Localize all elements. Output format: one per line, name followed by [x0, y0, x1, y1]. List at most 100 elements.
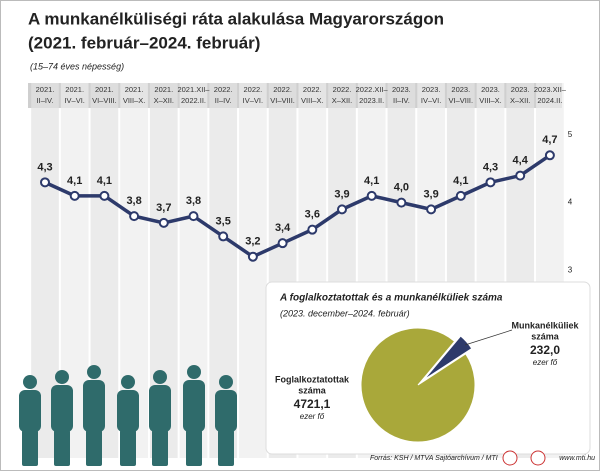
silhouettes: [19, 365, 237, 466]
chart-title: A munkanélküliségi ráta alakulása Magyar…: [28, 9, 444, 28]
silhouette-head: [153, 370, 167, 384]
silhouette-head: [55, 370, 69, 384]
silhouette-legs: [120, 430, 136, 466]
source: Forrás: KSH / MTVA Sajtóarchívum / MTI: [370, 455, 498, 462]
x-tick-label: 2022.: [333, 85, 352, 94]
x-tick-label: 2021.: [36, 85, 55, 94]
x-tick-label: II–IV.: [215, 96, 232, 105]
x-tick-label: II–IV.: [393, 96, 410, 105]
leader: [464, 329, 513, 346]
value-label: 3,6: [305, 209, 320, 221]
x-tick-label: 2023.II.: [359, 96, 384, 105]
x-tick-label: 2024.II.: [537, 96, 562, 105]
value-label: 4,1: [97, 175, 112, 187]
x-tick-label: 2022.: [214, 85, 233, 94]
column-stripe: [239, 83, 267, 458]
pie-value: 4721,1: [294, 397, 331, 411]
x-tick-label: VIII–X.: [123, 96, 146, 105]
x-tick-label: 2023.: [481, 85, 500, 94]
x-tick-label: 2022.: [303, 85, 322, 94]
y-tick-label: 4: [568, 198, 573, 207]
x-tick-label: 2021.: [65, 85, 84, 94]
marker: [485, 177, 496, 188]
pie-value: 232,0: [530, 343, 560, 357]
logo: [530, 450, 546, 466]
marker: [40, 177, 50, 188]
x-tick-label: VI–VIII.: [270, 96, 295, 105]
value-label: 4,1: [364, 175, 379, 187]
x-tick-label: II–IV.: [37, 96, 54, 105]
value-label: 4,3: [483, 161, 498, 173]
marker: [426, 204, 437, 215]
value-label: 3,4: [275, 222, 291, 234]
x-tick-label: IV–VI.: [243, 96, 263, 105]
pie-slice: [423, 335, 473, 381]
plot: 3 4 5 4,3 4,1 4,1 3,8 3,7 3,8 3,5 3,2 3,4 3,6 3,9 4,1 4…: [37, 130, 572, 274]
silhouette-legs: [22, 430, 38, 466]
silhouette-body: [215, 390, 237, 432]
silhouette-head: [23, 375, 37, 389]
value-label: 4,7: [542, 134, 557, 146]
x-tick-label: 2023.: [422, 85, 441, 94]
x-tick-label: IV–VI.: [64, 96, 84, 105]
pie-label: Foglalkoztatottak: [275, 374, 350, 384]
marker: [337, 204, 347, 215]
x-tick-label: 2023.: [451, 85, 470, 94]
silhouette-body: [51, 385, 73, 432]
x-tick-label: 2023.: [511, 85, 530, 94]
marker: [218, 231, 229, 242]
x-tick-label: 2021.: [154, 85, 173, 94]
value-label: 3,9: [423, 188, 438, 200]
value-label: 3,9: [334, 188, 349, 200]
pie-unit: ezer fő: [533, 358, 558, 367]
x-tick-label: VI–VIII.: [448, 96, 473, 105]
y-tick-label: 3: [568, 265, 573, 274]
x-tick-label: VI–VIII.: [92, 96, 117, 105]
marker: [188, 211, 199, 222]
x-tick-label: 2021.: [125, 85, 144, 94]
marker: [129, 211, 140, 222]
x-tick-label: 2021.XII–: [177, 85, 210, 94]
marker: [158, 217, 169, 228]
silhouette-body: [149, 385, 171, 432]
silhouette-head: [121, 375, 135, 389]
x-tick-label: 2022.II.: [181, 96, 206, 105]
silhouette-head: [87, 365, 101, 379]
silhouette-body: [19, 390, 41, 432]
x-tick-label: X–XII.: [154, 96, 174, 105]
marker: [247, 251, 258, 262]
x-tick-label: IV–VI.: [421, 96, 441, 105]
x-tick-label: 2022.XII–: [356, 85, 389, 94]
marker: [455, 190, 466, 201]
pie-label: száma: [298, 385, 327, 395]
silhouette-legs: [186, 430, 202, 466]
x-tick-label: X–XII.: [510, 96, 530, 105]
value-label: 3,8: [126, 195, 141, 207]
value-label: 4,3: [37, 161, 52, 173]
silhouette-head: [219, 375, 233, 389]
chart-title-line2: (2021. február–2024. február): [28, 33, 260, 52]
silhouette-legs: [218, 430, 234, 466]
marker: [544, 150, 555, 161]
pie-title: A foglalkoztatottak és a munkanélküliek …: [279, 293, 503, 304]
line: [44, 153, 551, 259]
note: (15–74 éves népesség): [30, 61, 124, 71]
x-tick-label: X–XII.: [332, 96, 352, 105]
value-label: 4,0: [394, 182, 409, 194]
value-label: 3,7: [156, 202, 171, 214]
silhouette-body: [83, 380, 105, 432]
pie-label: Munkanélküliek: [511, 320, 579, 330]
silhouette-body: [183, 380, 205, 432]
marker: [99, 190, 110, 201]
x-tick-label: VIII–X.: [301, 96, 324, 105]
x-tick-label: 2021.: [95, 85, 114, 94]
marker: [366, 190, 377, 201]
x-tick-label: 2023.: [392, 85, 411, 94]
logo: [502, 450, 518, 466]
url: www.mti.hu: [559, 455, 595, 462]
marker: [69, 190, 80, 201]
marker: [396, 197, 407, 208]
